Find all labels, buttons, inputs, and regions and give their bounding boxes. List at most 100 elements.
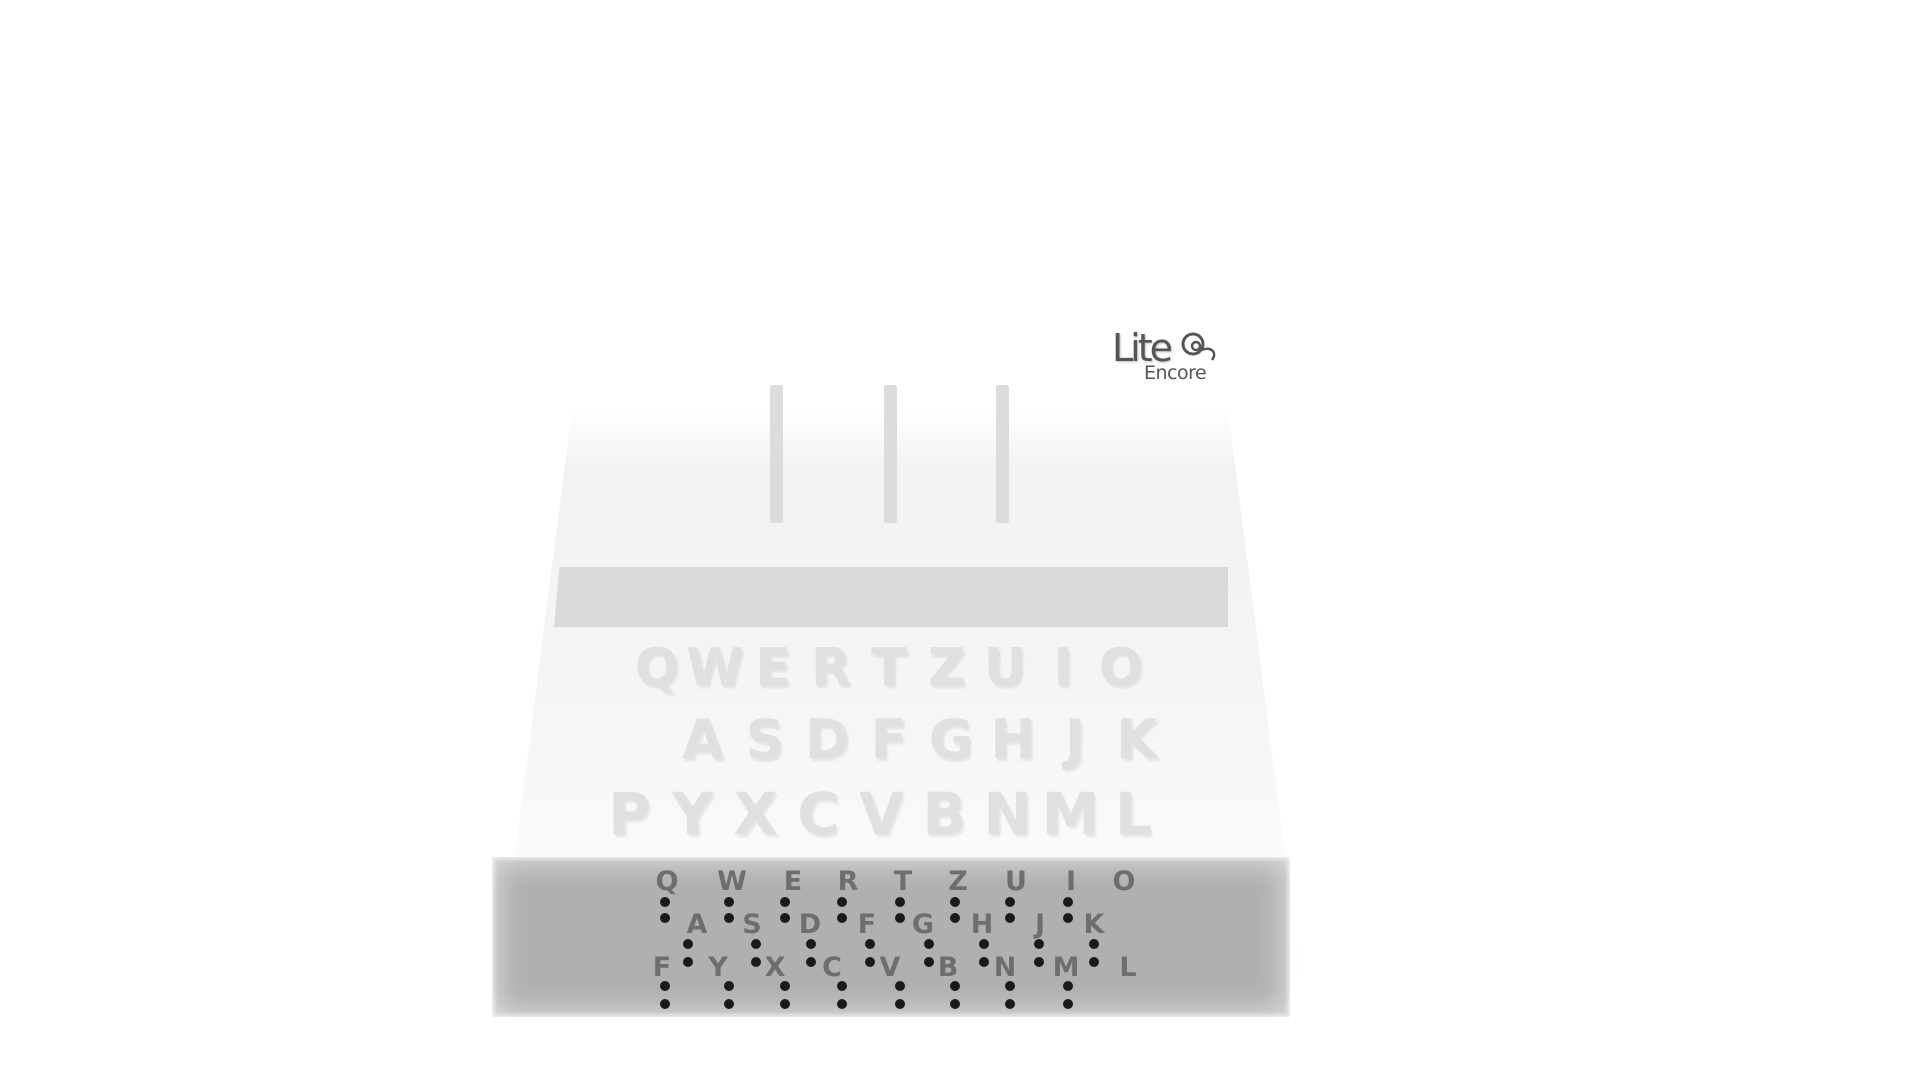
- braille-dot: [837, 897, 847, 907]
- ghost-key: V: [859, 780, 904, 848]
- ghost-key: F: [870, 708, 908, 771]
- braille-dot: [683, 957, 693, 967]
- braille-dot: [724, 897, 734, 907]
- braille-letter: I: [1065, 866, 1077, 897]
- braille-dot: [837, 913, 847, 923]
- keyboard-bar-2: [884, 385, 897, 523]
- braille-letter: X: [764, 952, 786, 983]
- braille-dot: [950, 981, 960, 991]
- braille-dot: [837, 981, 847, 991]
- braille-dot: [924, 939, 934, 949]
- ghost-key: C: [797, 780, 840, 848]
- ghost-key: Z: [928, 638, 966, 698]
- logo-swirl-icon: [1181, 332, 1216, 361]
- braille-dot: [780, 897, 790, 907]
- ghost-key: Y: [671, 780, 714, 848]
- braille-dot: [1063, 913, 1073, 923]
- braille-letter: O: [1112, 866, 1136, 897]
- braille-dot: [806, 957, 816, 967]
- ghost-key: O: [1098, 638, 1144, 698]
- braille-letter: M: [1052, 952, 1080, 983]
- ghost-key: P: [608, 780, 651, 848]
- braille-letter: J: [1034, 909, 1046, 940]
- logo-sub-text: Encore: [1144, 362, 1207, 384]
- braille-letter: B: [937, 952, 959, 983]
- braille-dot: [865, 939, 875, 949]
- braille-dot: [660, 913, 670, 923]
- braille-dot: [837, 999, 847, 1009]
- ghost-key: R: [810, 638, 852, 698]
- braille-dot: [1005, 897, 1015, 907]
- braille-dot: [1063, 897, 1073, 907]
- ghost-key: W: [686, 638, 744, 698]
- braille-letter: A: [686, 909, 708, 940]
- braille-dot: [1005, 913, 1015, 923]
- braille-dot: [1005, 981, 1015, 991]
- ghost-key: E: [755, 638, 791, 698]
- keyboard-bar-1: [770, 385, 783, 523]
- braille-dot: [806, 939, 816, 949]
- braille-dot: [660, 897, 670, 907]
- braille-letter: F: [857, 909, 877, 940]
- braille-dot: [751, 939, 761, 949]
- braille-dot: [895, 981, 905, 991]
- ghost-key: D: [804, 708, 850, 771]
- ghost-key: B: [922, 780, 967, 848]
- braille-letter: L: [1119, 952, 1137, 983]
- braille-dot: [1063, 999, 1073, 1009]
- ghost-key: S: [745, 708, 785, 771]
- braille-dot: [724, 913, 734, 923]
- braille-dot: [780, 981, 790, 991]
- braille-dot: [1089, 957, 1099, 967]
- braille-dot: [780, 913, 790, 923]
- braille-letter: N: [993, 952, 1017, 983]
- braille-dot: [950, 897, 960, 907]
- braille-dot: [683, 939, 693, 949]
- ghost-key: H: [990, 708, 1036, 771]
- ghost-key: A: [682, 708, 724, 771]
- braille-dot: [895, 897, 905, 907]
- ghost-key: M: [1041, 780, 1100, 848]
- braille-dot: [1005, 999, 1015, 1009]
- paper-slot: [554, 567, 1228, 627]
- ghost-key: I: [1053, 638, 1073, 698]
- ghost-key: X: [733, 780, 778, 848]
- braille-dot: [1089, 939, 1099, 949]
- braille-letter: W: [717, 866, 747, 897]
- braille-dot: [724, 981, 734, 991]
- braille-letter: G: [911, 909, 935, 940]
- braille-letter: R: [837, 866, 859, 897]
- braille-letter: F: [652, 952, 672, 983]
- braille-dot: [660, 981, 670, 991]
- braille-dot: [660, 999, 670, 1009]
- braille-letter: Q: [655, 866, 679, 897]
- braille-dot: [979, 939, 989, 949]
- braille-letter: T: [893, 866, 913, 897]
- braille-dot: [895, 999, 905, 1009]
- braille-letter: C: [822, 952, 842, 983]
- braille-dot: [780, 999, 790, 1009]
- braille-dot: [979, 957, 989, 967]
- lite-encore-logo: Lite Encore: [1112, 326, 1222, 384]
- braille-dot: [1034, 939, 1044, 949]
- braille-letter: V: [879, 952, 901, 983]
- braille-strip: Q W E R T Z U I O A S D F G H J K F Y X C V B N M L: [492, 857, 1290, 1017]
- braille-letter: K: [1083, 909, 1105, 940]
- braille-dot: [1034, 957, 1044, 967]
- ghost-key: L: [1115, 780, 1152, 848]
- braille-dot: [865, 957, 875, 967]
- braille-letter: U: [1005, 866, 1027, 897]
- braille-dot: [895, 913, 905, 923]
- braille-dot: [924, 957, 934, 967]
- logo-main-text: Lite: [1112, 326, 1173, 370]
- braille-dot: [950, 999, 960, 1009]
- braille-dot: [1063, 981, 1073, 991]
- keyboard-bar-3: [996, 385, 1009, 523]
- braille-letter: Z: [948, 866, 968, 897]
- ghost-key: T: [871, 638, 907, 698]
- ghost-key: J: [1064, 708, 1086, 771]
